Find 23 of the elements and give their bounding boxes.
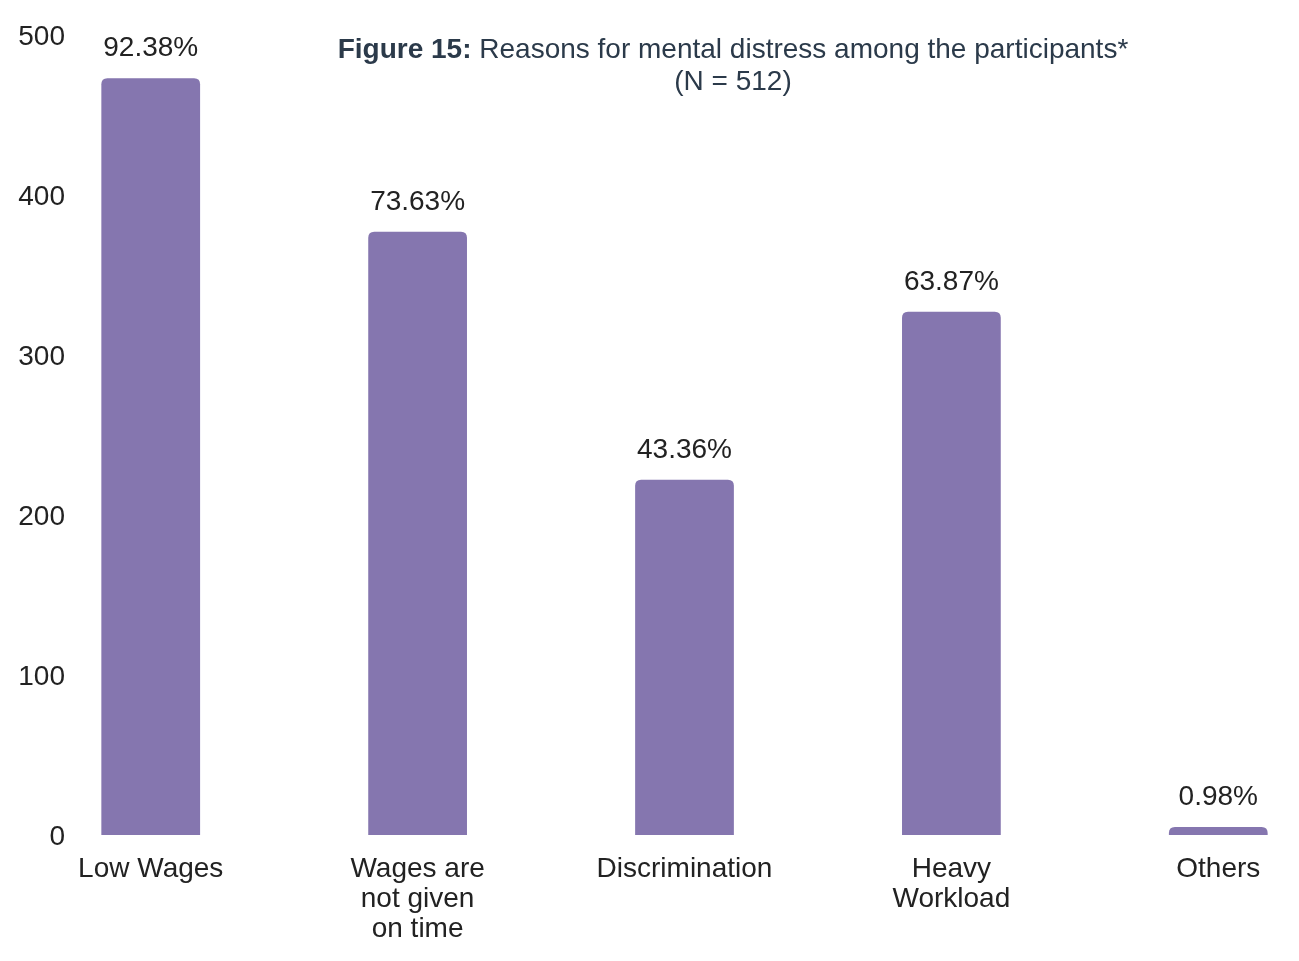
- annotation: 73.63%: [370, 184, 466, 216]
- x-tick-label: Wages are not given on time: [350, 852, 485, 943]
- annotation: 0.98%: [1178, 780, 1258, 811]
- x-tick-label: Heavy Workload: [892, 852, 1011, 913]
- annotation: 63.87%: [903, 264, 999, 296]
- x-tick-label: Others: [1176, 852, 1261, 883]
- x-tick-label: Discrimination: [596, 852, 773, 883]
- annotation: 92.38%: [103, 31, 199, 63]
- annotation: 43.36%: [637, 432, 732, 464]
- bar: [101, 78, 201, 835]
- x-tick-label: Low Wages: [78, 852, 224, 883]
- bar: [1168, 827, 1268, 835]
- y-tick-label: 300: [18, 339, 65, 371]
- chart-title: Figure 15: Reasons for mental distress among the participants*: [337, 33, 1129, 64]
- y-tick-label: 400: [18, 179, 65, 211]
- bar: [902, 311, 1001, 835]
- y-tick-label: 0: [49, 819, 65, 851]
- bar: [368, 231, 467, 835]
- y-tick-label: 100: [18, 659, 65, 691]
- y-tick-label: 200: [18, 499, 65, 531]
- y-tick-label: 500: [18, 19, 65, 51]
- bar: [635, 479, 734, 835]
- text: (N = 512): [674, 65, 792, 96]
